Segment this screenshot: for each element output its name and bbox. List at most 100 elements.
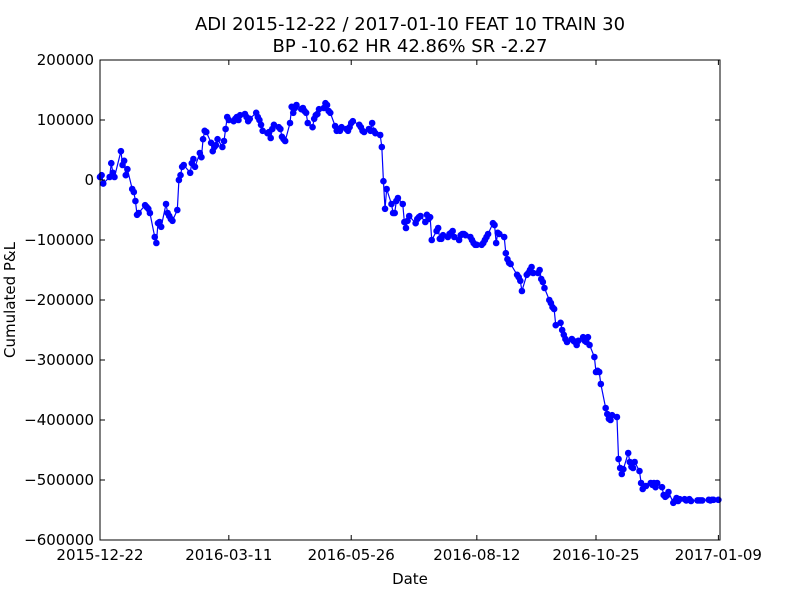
- y-tick-label: −500000: [24, 471, 94, 489]
- data-point: [111, 173, 118, 181]
- x-tick-label: 2016-08-12: [433, 546, 520, 564]
- data-point: [281, 137, 289, 145]
- data-point: [190, 155, 197, 163]
- y-axis-ticks: 200000 100000 0 −100000 −200000 −300000 −40000…: [24, 51, 720, 549]
- x-tick-label: 2016-10-25: [552, 546, 639, 564]
- data-point: [199, 135, 207, 143]
- x-tick-label: 2017-01-09: [675, 546, 762, 564]
- data-point: [528, 263, 535, 271]
- data-point: [157, 223, 165, 231]
- data-point: [376, 131, 384, 139]
- data-point: [214, 135, 221, 143]
- y-tick-label: 100000: [37, 111, 94, 129]
- data-point: [383, 185, 390, 193]
- data-point: [473, 241, 481, 249]
- data-point: [642, 482, 650, 490]
- data-point: [586, 341, 593, 349]
- data-point: [124, 165, 131, 173]
- data-point: [620, 465, 627, 473]
- data-point: [597, 380, 605, 388]
- data-point: [388, 200, 395, 208]
- data-point: [162, 200, 170, 208]
- data-point: [541, 284, 548, 292]
- data-point: [302, 109, 310, 117]
- data-point: [417, 212, 424, 220]
- data-point: [257, 121, 265, 129]
- data-point: [378, 143, 386, 151]
- plot-area-frame: [99, 59, 721, 541]
- data-point: [613, 413, 621, 421]
- y-tick-label: −100000: [24, 231, 94, 249]
- data-point: [665, 488, 672, 496]
- data-point: [428, 236, 436, 244]
- data-point: [399, 200, 407, 208]
- x-tick-label: 2015-12-22: [56, 546, 143, 564]
- data-point: [267, 134, 275, 142]
- data-point: [169, 217, 176, 225]
- data-point: [360, 128, 368, 136]
- data-point: [591, 353, 598, 361]
- data-point: [563, 338, 571, 346]
- data-point: [698, 497, 706, 504]
- data-point: [595, 368, 603, 376]
- data-point: [381, 205, 389, 213]
- data-point: [637, 479, 645, 487]
- data-point: [277, 125, 284, 133]
- data-point: [135, 209, 142, 217]
- data-point: [536, 266, 543, 274]
- data-point: [529, 269, 537, 277]
- data-point: [219, 143, 226, 151]
- data-point: [636, 467, 643, 475]
- data-point: [220, 137, 228, 145]
- y-tick-label: −300000: [24, 351, 94, 369]
- data-point: [434, 224, 442, 232]
- data-point: [146, 209, 154, 217]
- data-point: [492, 239, 500, 247]
- data-point: [391, 209, 399, 217]
- y-axis-label: Cumulated P&L: [1, 241, 19, 358]
- data-point: [368, 119, 376, 127]
- data-point: [130, 188, 138, 196]
- data-point: [98, 171, 105, 179]
- x-tick-label: 2016-03-11: [185, 546, 272, 564]
- data-point: [293, 101, 300, 109]
- data-point: [574, 337, 582, 345]
- data-point: [117, 147, 125, 155]
- y-tick-label: −400000: [24, 411, 94, 429]
- data-point: [602, 404, 609, 412]
- data-point: [687, 497, 695, 505]
- data-point: [174, 206, 181, 214]
- data-point: [177, 171, 184, 179]
- data-point: [715, 496, 722, 504]
- data-point: [186, 169, 194, 177]
- data-point: [107, 159, 115, 167]
- data-point: [132, 197, 139, 205]
- data-point: [380, 177, 387, 185]
- data-point: [120, 157, 128, 165]
- x-axis-ticks: 2015-12-22 2016-03-11 2016-05-26 2016-08-12…: [56, 60, 762, 564]
- data-point: [615, 455, 622, 463]
- data-point: [449, 227, 456, 235]
- series-layer: [96, 99, 722, 507]
- data-point: [584, 333, 592, 341]
- data-point: [405, 212, 413, 220]
- y-tick-label: −200000: [24, 291, 94, 309]
- data-point: [326, 109, 334, 117]
- data-point: [309, 123, 316, 131]
- data-point: [180, 161, 188, 169]
- data-point: [153, 239, 160, 247]
- y-tick-label: −600000: [24, 531, 94, 549]
- x-tick-label: 2016-05-26: [308, 546, 395, 564]
- data-point: [246, 115, 254, 123]
- data-point: [500, 233, 508, 241]
- data-point: [349, 117, 357, 125]
- data-point: [202, 128, 210, 136]
- data-point: [629, 464, 637, 472]
- data-point: [518, 287, 526, 295]
- y-tick-label: 200000: [37, 51, 94, 69]
- data-point: [676, 495, 684, 503]
- data-point: [653, 479, 661, 487]
- data-point: [426, 213, 434, 221]
- data-point: [507, 260, 514, 268]
